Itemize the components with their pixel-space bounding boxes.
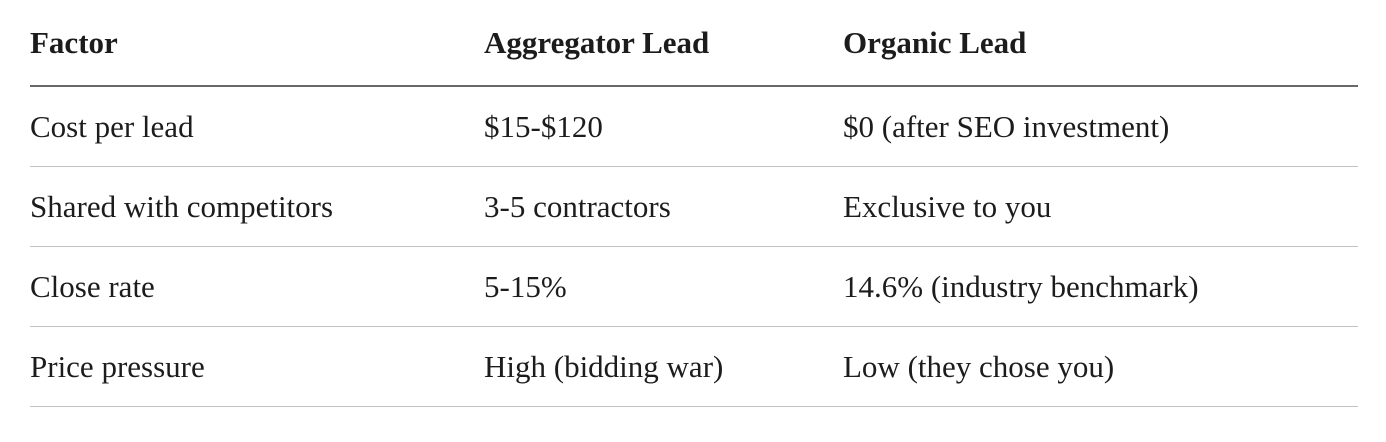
lead-comparison-section: Factor Aggregator Lead Organic Lead Cost… <box>30 0 1386 407</box>
cell-aggregator: 5-15% <box>484 246 843 327</box>
table-row: Shared with competitors 3-5 contractors … <box>30 166 1358 247</box>
column-header-aggregator: Aggregator Lead <box>484 0 843 87</box>
cell-organic: Exclusive to you <box>843 166 1358 247</box>
cell-aggregator: High (bidding war) <box>484 326 843 407</box>
cell-factor: Cost per lead <box>30 86 484 167</box>
cell-factor: Price pressure <box>30 326 484 407</box>
cell-aggregator: $15-$120 <box>484 86 843 167</box>
header-row: Factor Aggregator Lead Organic Lead <box>30 0 1358 87</box>
cell-factor: Shared with competitors <box>30 166 484 247</box>
column-header-factor: Factor <box>30 0 484 87</box>
cell-factor: Close rate <box>30 246 484 327</box>
cell-organic: 14.6% (industry benchmark) <box>843 246 1358 327</box>
table-row: Price pressure High (bidding war) Low (t… <box>30 326 1358 407</box>
column-header-organic: Organic Lead <box>843 0 1358 87</box>
lead-comparison-table: Factor Aggregator Lead Organic Lead Cost… <box>30 0 1358 407</box>
table-row: Cost per lead $15-$120 $0 (after SEO inv… <box>30 86 1358 167</box>
cell-organic: $0 (after SEO investment) <box>843 86 1358 167</box>
cell-aggregator: 3-5 contractors <box>484 166 843 247</box>
cell-organic: Low (they chose you) <box>843 326 1358 407</box>
table-row: Close rate 5-15% 14.6% (industry benchma… <box>30 246 1358 327</box>
